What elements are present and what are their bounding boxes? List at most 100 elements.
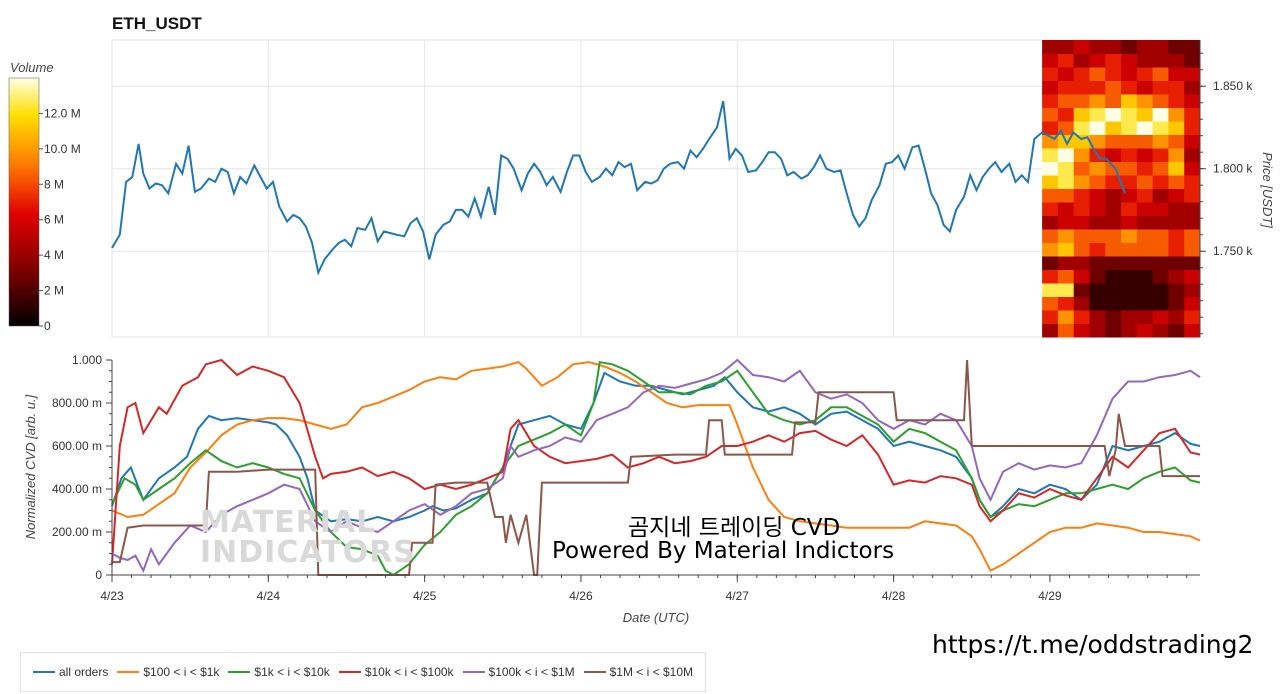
heatmap-cell — [1152, 94, 1169, 108]
legend-swatch — [33, 671, 55, 673]
heatmap-cell — [1057, 188, 1075, 203]
heatmap-cell — [1073, 283, 1090, 297]
heatmap-cell — [1168, 202, 1185, 216]
heatmap-cell — [1105, 107, 1122, 122]
heatmap-cell — [1042, 256, 1059, 270]
cvd-axis: 1.000 800.00 m 600.00 m 400.00 m 200.00 m 0 — [52, 353, 113, 582]
heatmap-cell — [1152, 202, 1169, 216]
heatmap-cell — [1057, 283, 1075, 297]
overlay-caption-powered: Powered By Material Indictors — [552, 538, 895, 564]
heatmap-cell — [1184, 229, 1201, 243]
heatmap-cell — [1057, 107, 1075, 122]
heatmap-cell — [1057, 323, 1075, 338]
heatmap-cell — [1136, 121, 1154, 135]
legend-swatch — [228, 671, 251, 673]
heatmap-cell — [1136, 323, 1154, 338]
legend-item[interactable]: $1k < i < $10k — [228, 665, 330, 679]
heatmap-cell — [1168, 53, 1185, 68]
heatmap-cell — [1136, 80, 1154, 95]
heatmap-cell — [1042, 215, 1059, 230]
cvd-lines — [111, 358, 1201, 577]
heatmap-cell — [1168, 40, 1185, 54]
heatmap-cell — [1042, 283, 1059, 297]
heatmap-cell — [1105, 310, 1122, 324]
heatmap-cell — [1152, 229, 1169, 243]
heatmap-cell — [1105, 161, 1122, 176]
heatmap-cell — [1152, 269, 1169, 284]
heatmap-cell — [1042, 53, 1059, 68]
date-tick-label: 4/26 — [569, 589, 593, 603]
heatmap-cell — [1136, 310, 1154, 324]
heatmap-cell — [1105, 148, 1122, 162]
heatmap-cell — [1168, 175, 1185, 189]
colorbar-tick-label: 0 — [44, 319, 51, 333]
heatmap-cell — [1089, 40, 1106, 54]
legend-item[interactable]: $100 < i < $1k — [117, 665, 219, 679]
heatmap-cell — [1057, 256, 1075, 270]
heatmap-cell — [1152, 121, 1169, 135]
heatmap-cell — [1184, 134, 1201, 149]
heatmap-cell — [1042, 323, 1059, 338]
colorbar-tick-label: 4 M — [44, 248, 64, 262]
heatmap-cell — [1121, 269, 1138, 284]
heatmap-cell — [1121, 296, 1138, 311]
heatmap-cell — [1089, 53, 1106, 68]
legend-item[interactable]: $10k < i < $100k — [338, 665, 454, 679]
heatmap-cell — [1121, 323, 1138, 338]
heatmap-cell — [1073, 53, 1090, 68]
heatmap-cell — [1152, 80, 1169, 95]
heatmap-cell — [1121, 175, 1138, 189]
heatmap-cell — [1073, 296, 1090, 311]
heatmap-cell — [1168, 296, 1185, 311]
cvd-tick-label: 400.00 m — [52, 482, 102, 496]
heatmap-cell — [1184, 256, 1201, 270]
legend-item[interactable]: all orders — [33, 665, 108, 679]
heatmap-cell — [1073, 310, 1090, 324]
heatmap-cell — [1136, 134, 1154, 149]
heatmap-cell — [1136, 202, 1154, 216]
heatmap-cell — [1057, 175, 1075, 189]
legend-item[interactable]: $1M < i < $10M — [583, 665, 693, 679]
heatmap-cell — [1121, 283, 1138, 297]
heatmap-cell — [1121, 256, 1138, 270]
heatmap-cell — [1184, 269, 1201, 284]
heatmap-cell — [1136, 94, 1154, 108]
heatmap-cell — [1136, 256, 1154, 270]
heatmap-cell — [1121, 202, 1138, 216]
heatmap-cell — [1057, 269, 1075, 284]
heatmap-cell — [1089, 94, 1106, 108]
cvd-series-line — [111, 360, 1201, 573]
chart-title: ETH_USDT — [112, 14, 202, 33]
heatmap-cell — [1073, 229, 1090, 243]
heatmap-cell — [1184, 67, 1201, 81]
heatmap-cell — [1136, 107, 1154, 122]
heatmap-cell — [1042, 175, 1059, 189]
heatmap-cell — [1105, 188, 1122, 203]
heatmap-cell — [1042, 67, 1059, 81]
heatmap-cell — [1168, 148, 1185, 162]
heatmap-cell — [1057, 80, 1075, 95]
heatmap-cell — [1073, 148, 1090, 162]
heatmap-cell — [1168, 67, 1185, 81]
heatmap-cell — [1042, 229, 1059, 243]
telegram-link[interactable]: https://t.me/oddstrading2 — [932, 630, 1254, 659]
heatmap-cell — [1136, 161, 1154, 176]
legend-item[interactable]: $100k < i < $1M — [462, 665, 575, 679]
legend-label: all orders — [59, 665, 109, 679]
heatmap-cell — [1089, 121, 1106, 135]
heatmap-cell — [1105, 242, 1122, 257]
heatmap-cell — [1152, 296, 1169, 311]
heatmap-cell — [1105, 229, 1122, 243]
heatmap-cell — [1105, 269, 1122, 284]
heatmap-cell — [1089, 107, 1106, 122]
heatmap-cell — [1184, 107, 1201, 122]
heatmap-cell — [1105, 134, 1122, 149]
heatmap-cell — [1168, 134, 1185, 149]
legend-swatch — [462, 671, 485, 673]
heatmap-cell — [1168, 269, 1185, 284]
heatmap-cell — [1105, 40, 1122, 54]
heatmap-cell — [1168, 229, 1185, 243]
heatmap-cell — [1184, 242, 1201, 257]
heatmap-cell — [1136, 175, 1154, 189]
